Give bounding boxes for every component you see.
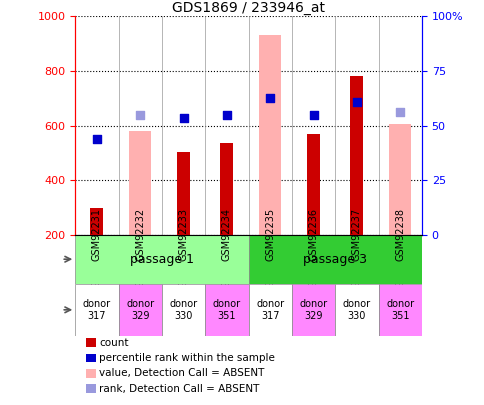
Point bbox=[352, 99, 360, 106]
Bar bbox=[86, 384, 95, 393]
Text: GSM92235: GSM92235 bbox=[265, 208, 274, 262]
Text: GSM92238: GSM92238 bbox=[394, 209, 405, 261]
Point bbox=[309, 112, 317, 118]
FancyBboxPatch shape bbox=[334, 284, 378, 336]
Text: GSM92233: GSM92233 bbox=[178, 235, 188, 288]
Text: count: count bbox=[99, 337, 129, 347]
Text: GSM92235: GSM92235 bbox=[265, 235, 274, 288]
FancyBboxPatch shape bbox=[205, 284, 248, 336]
Bar bbox=[177, 151, 190, 235]
Bar bbox=[306, 134, 319, 235]
Point bbox=[266, 95, 273, 101]
Text: GSM92236: GSM92236 bbox=[308, 209, 318, 261]
Point bbox=[223, 112, 230, 118]
Text: GSM92237: GSM92237 bbox=[351, 235, 361, 288]
FancyBboxPatch shape bbox=[248, 235, 421, 284]
Text: passage 1: passage 1 bbox=[130, 253, 194, 266]
Text: passage 3: passage 3 bbox=[302, 253, 366, 266]
Text: GSM92232: GSM92232 bbox=[135, 208, 145, 262]
FancyBboxPatch shape bbox=[378, 284, 421, 336]
Point bbox=[93, 136, 101, 143]
FancyBboxPatch shape bbox=[75, 284, 118, 336]
Text: GSM92234: GSM92234 bbox=[222, 235, 231, 288]
Text: GSM92236: GSM92236 bbox=[308, 235, 318, 288]
Text: percentile rank within the sample: percentile rank within the sample bbox=[99, 353, 275, 363]
Text: donor
317: donor 317 bbox=[256, 299, 284, 321]
Text: donor
330: donor 330 bbox=[169, 299, 197, 321]
FancyBboxPatch shape bbox=[118, 284, 162, 336]
Bar bbox=[220, 143, 233, 235]
Text: GSM92231: GSM92231 bbox=[91, 235, 102, 288]
Text: donor
351: donor 351 bbox=[212, 299, 241, 321]
Bar bbox=[259, 35, 281, 235]
Text: value, Detection Call = ABSENT: value, Detection Call = ABSENT bbox=[99, 368, 264, 378]
Text: GSM92238: GSM92238 bbox=[394, 235, 405, 288]
Text: donor
330: donor 330 bbox=[342, 299, 370, 321]
Point bbox=[395, 109, 403, 115]
Point bbox=[179, 115, 187, 121]
Text: GSM92233: GSM92233 bbox=[178, 209, 188, 261]
Bar bbox=[86, 354, 95, 362]
Text: donor
329: donor 329 bbox=[126, 299, 154, 321]
Text: rank, Detection Call = ABSENT: rank, Detection Call = ABSENT bbox=[99, 384, 259, 394]
Bar bbox=[90, 207, 103, 235]
Bar bbox=[86, 338, 95, 347]
Text: GSM92232: GSM92232 bbox=[135, 235, 145, 288]
Text: GSM92234: GSM92234 bbox=[222, 209, 231, 261]
Point bbox=[136, 112, 144, 118]
FancyBboxPatch shape bbox=[248, 284, 291, 336]
Text: donor
317: donor 317 bbox=[83, 299, 111, 321]
Bar bbox=[86, 369, 95, 377]
Text: donor
329: donor 329 bbox=[299, 299, 327, 321]
Title: GDS1869 / 233946_at: GDS1869 / 233946_at bbox=[172, 1, 324, 15]
Text: GSM92237: GSM92237 bbox=[351, 208, 361, 262]
Bar bbox=[350, 76, 363, 235]
Bar bbox=[129, 131, 151, 235]
FancyBboxPatch shape bbox=[162, 284, 205, 336]
Text: GSM92231: GSM92231 bbox=[91, 209, 102, 261]
Bar bbox=[389, 124, 410, 235]
FancyBboxPatch shape bbox=[75, 235, 248, 284]
FancyBboxPatch shape bbox=[291, 284, 334, 336]
Text: donor
351: donor 351 bbox=[385, 299, 413, 321]
